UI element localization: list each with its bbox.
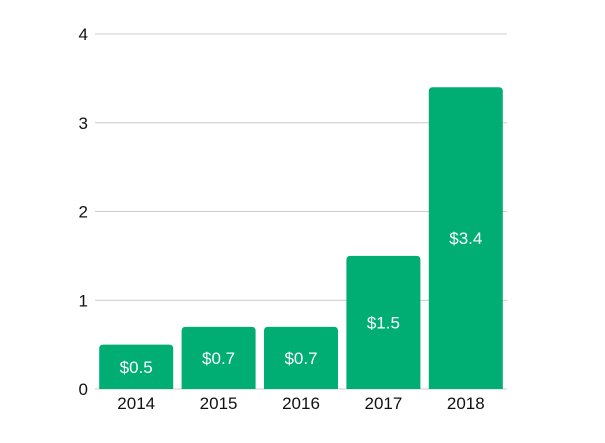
y-tick-label: 1	[79, 291, 88, 310]
x-tick-label: 2016	[282, 394, 320, 413]
bar-value-label: $0.5	[120, 358, 153, 377]
bar-2018	[428, 87, 503, 389]
bars	[99, 87, 503, 389]
x-tick-label: 2017	[364, 394, 402, 413]
x-tick-label: 2018	[447, 394, 485, 413]
x-tick-label: 2014	[117, 394, 155, 413]
y-tick-label: 0	[79, 380, 88, 399]
bar-2017	[346, 255, 421, 389]
bar-value-label: $1.5	[367, 313, 400, 332]
y-tick-label: 3	[79, 114, 88, 133]
bar-2014	[99, 344, 174, 389]
bar-value-label: $0.7	[284, 349, 317, 368]
bar-2015	[181, 326, 256, 389]
bar-data-labels: $0.5 $0.7 $0.7 $1.5 $3.4	[120, 229, 483, 377]
y-tick-label: 2	[79, 203, 88, 222]
x-axis: 2014 2015 2016 2017 2018	[117, 394, 484, 413]
bar-value-label: $3.4	[449, 229, 482, 248]
x-tick-label: 2015	[200, 394, 238, 413]
bar-value-label: $0.7	[202, 349, 235, 368]
bar-2016	[264, 326, 338, 389]
y-axis: 0 1 2 3 4	[79, 25, 88, 399]
y-tick-label: 4	[79, 25, 88, 44]
